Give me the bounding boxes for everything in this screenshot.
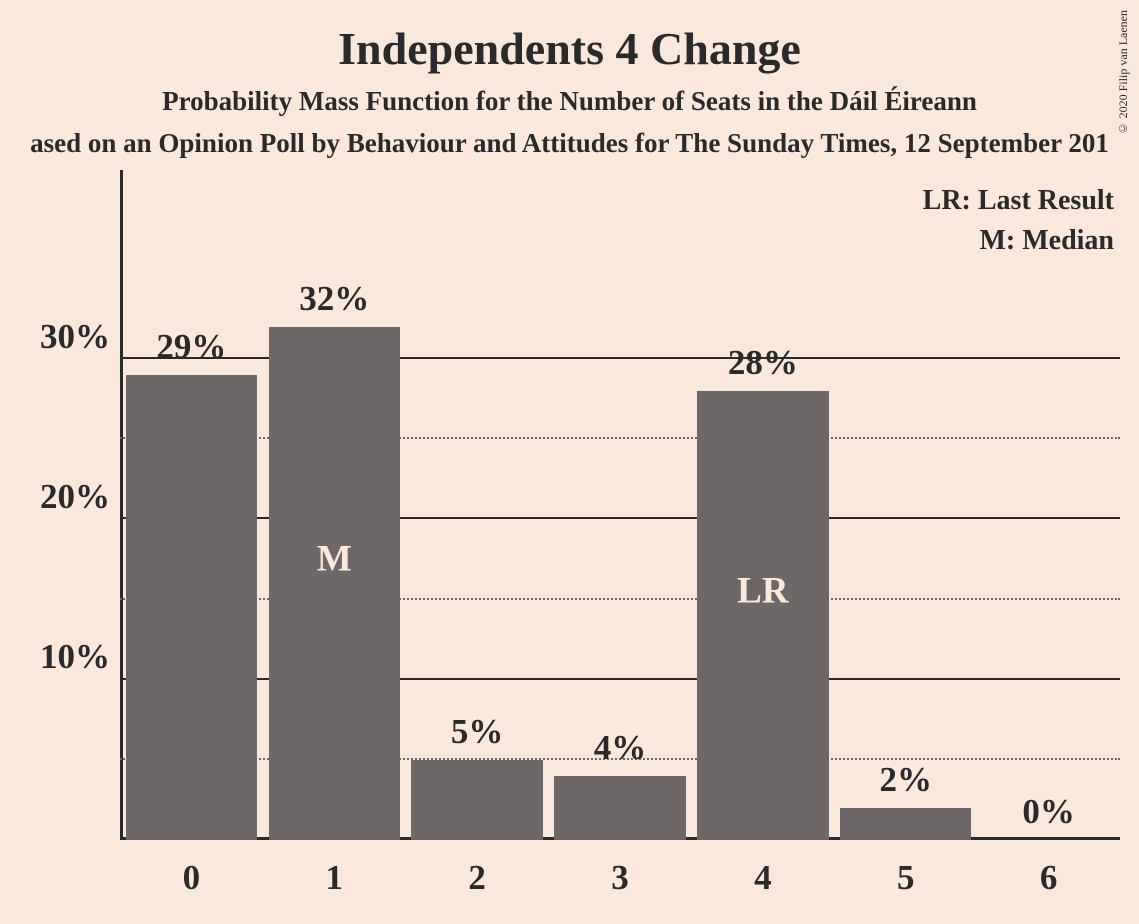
bar-value-label: 29% xyxy=(156,327,226,367)
chart-container: Independents 4 Change Probability Mass F… xyxy=(0,0,1139,924)
bar xyxy=(554,776,685,840)
bar-value-label: 4% xyxy=(594,728,647,768)
bar xyxy=(697,391,828,840)
bar xyxy=(411,760,542,840)
x-tick-label: 0 xyxy=(183,858,201,898)
plot-area: 10%20%30% 0123456 29%32%M5%4%28%LR2%0% xyxy=(120,250,1120,840)
x-tick-label: 3 xyxy=(611,858,629,898)
y-tick-label: 20% xyxy=(10,477,110,517)
legend-lr: LR: Last Result xyxy=(923,185,1114,217)
bar-value-label: 28% xyxy=(728,343,798,383)
x-tick-label: 2 xyxy=(468,858,486,898)
bar-value-label: 5% xyxy=(451,712,504,752)
y-tick-label: 10% xyxy=(10,637,110,677)
chart-subtitle: Probability Mass Function for the Number… xyxy=(0,86,1139,117)
bar xyxy=(840,808,971,840)
x-tick-label: 5 xyxy=(897,858,915,898)
y-tick-label: 30% xyxy=(10,317,110,357)
chart-title: Independents 4 Change xyxy=(0,22,1139,75)
bar xyxy=(126,375,257,840)
bar-value-label: 0% xyxy=(1022,792,1075,832)
x-tick-label: 4 xyxy=(754,858,772,898)
x-tick-label: 6 xyxy=(1040,858,1058,898)
chart-source: ased on an Opinion Poll by Behaviour and… xyxy=(0,128,1139,159)
bar-value-label: 2% xyxy=(879,760,932,800)
bar-value-label: 32% xyxy=(299,279,369,319)
y-axis xyxy=(120,170,123,840)
copyright-text: © 2020 Filip van Laenen xyxy=(1116,10,1131,135)
x-tick-label: 1 xyxy=(326,858,344,898)
bar-annotation: LR xyxy=(737,570,788,613)
bar-annotation: M xyxy=(317,537,352,580)
bar xyxy=(269,327,400,840)
